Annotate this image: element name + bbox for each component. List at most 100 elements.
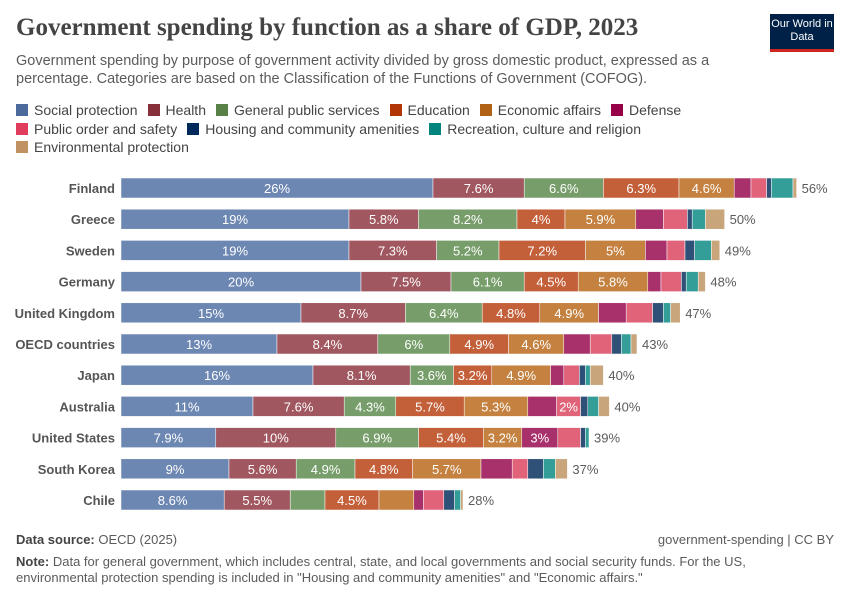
legend-item[interactable]: Economic affairs xyxy=(479,101,601,120)
segment-label: 8.2% xyxy=(453,212,483,227)
segment-label: 8.4% xyxy=(313,337,343,352)
segment-label: 8.7% xyxy=(338,306,368,321)
bar-segment[interactable] xyxy=(413,489,424,511)
bar-segment[interactable] xyxy=(766,177,772,199)
segment-label: 6.3% xyxy=(626,181,656,196)
segment-label: 5.2% xyxy=(453,243,483,258)
bar-segment[interactable] xyxy=(550,364,565,386)
segment-label: 4.9% xyxy=(506,368,536,383)
license[interactable]: government-spending | CC BY xyxy=(657,532,834,547)
bar-segment[interactable] xyxy=(557,427,581,448)
bar-segment[interactable] xyxy=(684,240,695,261)
bar-segment[interactable] xyxy=(652,302,664,324)
segment-label: 4.8% xyxy=(496,306,526,321)
bar-segment[interactable] xyxy=(711,240,721,261)
source-link[interactable]: OECD (2025) xyxy=(98,532,178,547)
bar-segment[interactable] xyxy=(480,458,513,480)
legend-label: Education xyxy=(407,102,470,118)
segment-label: 4% xyxy=(532,212,551,227)
bar-segment[interactable] xyxy=(694,240,712,261)
bar-segment[interactable] xyxy=(771,177,794,199)
bar-segment[interactable] xyxy=(587,396,599,417)
bar-segment[interactable] xyxy=(460,489,464,511)
bar-segment[interactable] xyxy=(423,489,445,511)
bar-segment[interactable] xyxy=(697,271,706,292)
bar-segment[interactable] xyxy=(666,240,686,261)
legend-item[interactable]: Housing and community amenities xyxy=(187,120,419,139)
legend-item[interactable]: Health xyxy=(147,101,206,120)
bar-segment[interactable] xyxy=(750,177,767,199)
bar-segment[interactable] xyxy=(580,427,586,448)
bar-segment[interactable] xyxy=(511,458,529,480)
bar-segment[interactable] xyxy=(647,271,662,292)
legend-label: Defense xyxy=(629,102,682,118)
category-label: United Kingdom xyxy=(15,306,115,321)
legend-swatch xyxy=(429,122,442,135)
bar-segment[interactable] xyxy=(685,271,699,292)
bar-segment[interactable] xyxy=(635,208,664,230)
bar-segment[interactable] xyxy=(580,396,589,417)
legend-item[interactable]: Environmental protection xyxy=(16,138,189,157)
bar-segment[interactable] xyxy=(527,396,557,417)
bar-segment[interactable] xyxy=(585,364,591,386)
bar-segment[interactable] xyxy=(563,333,591,355)
segment-label: 3.2% xyxy=(458,368,488,383)
segment-label: 5.8% xyxy=(598,275,628,290)
legend-item[interactable]: Public order and safety xyxy=(16,120,177,139)
legend-item[interactable]: Defense xyxy=(611,101,681,120)
bar-segment[interactable] xyxy=(589,333,613,355)
total-label: 48% xyxy=(710,275,736,290)
legend-item[interactable]: Education xyxy=(389,101,470,120)
bar-segment[interactable] xyxy=(660,271,682,292)
bar-segment[interactable] xyxy=(663,302,671,324)
bar-segment[interactable] xyxy=(621,333,632,355)
bar-segment[interactable] xyxy=(792,177,797,199)
segment-label: 4.5% xyxy=(337,493,367,508)
category-label: United States xyxy=(32,431,115,446)
bar-segment[interactable] xyxy=(625,302,653,324)
bar-segment[interactable] xyxy=(454,489,461,511)
segment-label: 3.6% xyxy=(417,368,447,383)
total-label: 49% xyxy=(725,243,751,258)
bar-segment[interactable] xyxy=(443,489,455,511)
bar-segment[interactable] xyxy=(555,458,568,480)
category-label: Chile xyxy=(83,493,115,508)
bar-segment[interactable] xyxy=(705,208,725,230)
category-label: Australia xyxy=(59,399,115,414)
bar-segment[interactable] xyxy=(527,458,544,480)
legend-item[interactable]: Recreation, culture and religion xyxy=(429,120,641,139)
bar-segment[interactable] xyxy=(630,333,638,355)
legend-item[interactable]: Social protection xyxy=(16,101,138,120)
bar-segment[interactable] xyxy=(378,489,415,511)
legend-label: Health xyxy=(165,102,206,118)
bar-segment[interactable] xyxy=(687,208,693,230)
segment-label: 7.2% xyxy=(527,243,557,258)
bar-segment[interactable] xyxy=(611,333,622,355)
total-label: 43% xyxy=(642,337,668,352)
segment-label: 6.1% xyxy=(473,275,503,290)
legend-swatch xyxy=(215,104,228,116)
bar-segment[interactable] xyxy=(543,458,556,480)
bar-segment[interactable] xyxy=(585,427,590,448)
bar-segment[interactable] xyxy=(289,489,326,511)
bar-segment[interactable] xyxy=(598,302,627,324)
segment-label: 7.6% xyxy=(284,399,314,414)
bar-segment[interactable] xyxy=(563,364,580,386)
bar-segment[interactable] xyxy=(589,364,604,386)
owid-logo[interactable]: Our World in Data xyxy=(770,14,834,52)
category-label: Japan xyxy=(77,368,115,383)
bar-segment[interactable] xyxy=(681,271,687,292)
legend-item[interactable]: General public services xyxy=(215,101,380,120)
bar-segment[interactable] xyxy=(691,208,706,230)
bar-segment[interactable] xyxy=(663,208,688,230)
legend-swatch xyxy=(389,104,402,116)
segment-label: 5.5% xyxy=(242,493,272,508)
total-label: 28% xyxy=(468,493,494,508)
bar-segment[interactable] xyxy=(598,396,610,417)
bar-segment[interactable] xyxy=(733,177,752,199)
bar-segment[interactable] xyxy=(579,364,586,386)
bar-segment[interactable] xyxy=(670,302,681,324)
segment-label: 16% xyxy=(204,368,230,383)
bar-segment[interactable] xyxy=(645,240,668,261)
legend: Social protection Health General public se… xyxy=(16,101,736,157)
